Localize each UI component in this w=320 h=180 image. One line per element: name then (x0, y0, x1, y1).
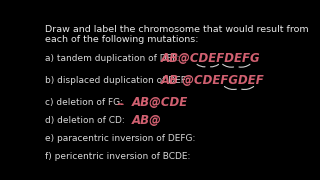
Text: AB@: AB@ (132, 114, 162, 127)
Text: f) pericentric inversion of BCDE:: f) pericentric inversion of BCDE: (45, 152, 190, 161)
Text: AB@CDE: AB@CDE (132, 96, 188, 109)
Text: AB@CDEFDEFG: AB@CDEFDEFG (160, 52, 260, 65)
Text: Draw and label the chromosome that would result from: Draw and label the chromosome that would… (45, 25, 308, 34)
Text: e) paracentric inversion of DEFG:: e) paracentric inversion of DEFG: (45, 134, 195, 143)
Text: c) deletion of FG:: c) deletion of FG: (45, 98, 123, 107)
Text: a) tandem duplication of DEF:: a) tandem duplication of DEF: (45, 54, 180, 63)
Text: d) deletion of CD:: d) deletion of CD: (45, 116, 125, 125)
Text: AB @CDEFGDEF: AB @CDEFGDEF (160, 74, 264, 87)
Text: each of the following mutations:: each of the following mutations: (45, 35, 198, 44)
Text: b) displaced duplication of DEF:: b) displaced duplication of DEF: (45, 76, 188, 85)
